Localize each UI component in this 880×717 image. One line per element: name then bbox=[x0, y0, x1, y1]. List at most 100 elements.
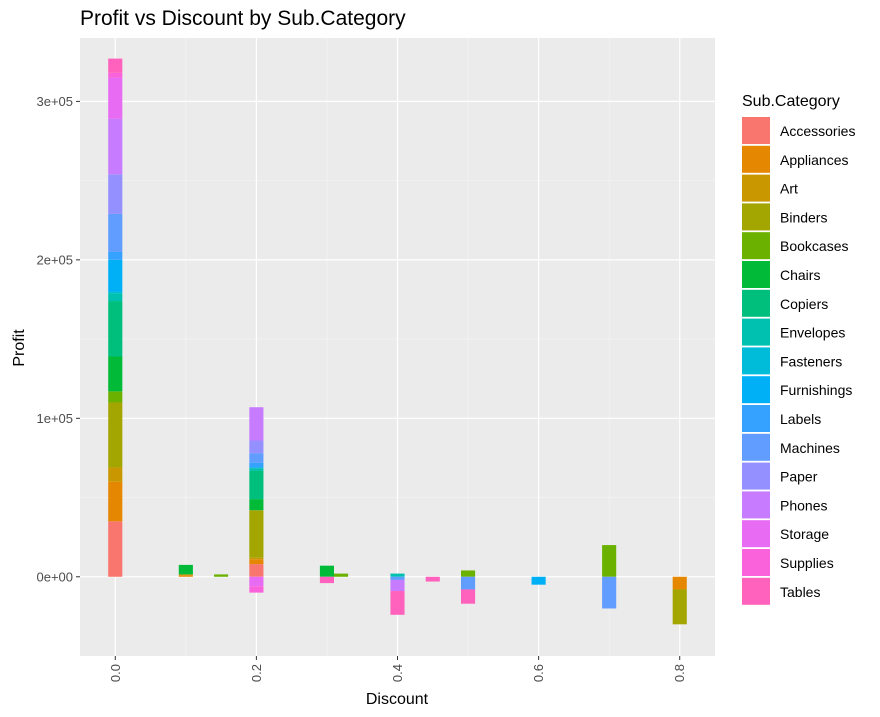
legend-key-envelopes bbox=[742, 318, 770, 346]
legend-label: Binders bbox=[780, 209, 827, 225]
bar-segment-paper bbox=[108, 174, 123, 214]
legend: Sub.Category Accessories Appliances Art Bin… bbox=[742, 93, 855, 605]
legend-key-copiers bbox=[742, 289, 770, 317]
legend-key-machines bbox=[742, 433, 770, 461]
bar-segment-phones bbox=[108, 118, 123, 175]
x-tick-label: 0.0 bbox=[108, 664, 123, 682]
legend-label: Tables bbox=[780, 584, 820, 600]
x-tick-label: 0.2 bbox=[249, 664, 264, 682]
x-tick-label: 0.4 bbox=[390, 664, 405, 682]
y-tick-label: 2e+05 bbox=[36, 252, 73, 267]
y-axis: 0e+00 1e+05 2e+05 3e+05 bbox=[36, 94, 80, 584]
legend-key-supplies bbox=[742, 549, 770, 576]
legend-label: Supplies bbox=[780, 555, 834, 571]
legend-label: Labels bbox=[780, 411, 821, 427]
bar-segment-accessories bbox=[249, 564, 264, 577]
legend-label: Bookcases bbox=[780, 238, 848, 254]
legend-key-labels bbox=[742, 405, 770, 432]
legend-key-fasteners bbox=[742, 347, 770, 375]
x-axis: 0.0 0.2 0.4 0.6 0.8 bbox=[108, 656, 687, 682]
bar-segment-bookcases bbox=[334, 573, 349, 577]
bar-segment-copiers bbox=[249, 470, 264, 500]
bar-segment-binders bbox=[672, 589, 687, 625]
bar-segment-storage bbox=[249, 576, 264, 587]
legend-key-binders bbox=[742, 203, 770, 231]
legend-label: Machines bbox=[780, 440, 840, 456]
bar-segment-bookcases bbox=[214, 574, 229, 577]
legend-key-tables bbox=[742, 577, 770, 605]
legend-label: Furnishings bbox=[780, 382, 852, 398]
bar-segment-phones bbox=[390, 579, 405, 592]
legend-label: Chairs bbox=[780, 267, 820, 283]
legend-label: Fasteners bbox=[780, 353, 842, 369]
bar-segment-art bbox=[178, 574, 193, 576]
bar-segment-machines bbox=[249, 453, 264, 463]
bar-segment-chairs bbox=[319, 565, 334, 577]
legend-label: Appliances bbox=[780, 152, 849, 168]
bar-segment-binders bbox=[108, 402, 123, 468]
legend-label: Envelopes bbox=[780, 325, 845, 341]
bar-segment-appliances bbox=[672, 576, 687, 590]
x-tick-label: 0.6 bbox=[531, 664, 546, 682]
bar-segment-chairs bbox=[249, 499, 264, 511]
y-tick-label: 3e+05 bbox=[36, 94, 73, 109]
bar-segment-machines bbox=[461, 576, 476, 590]
legend-label: Paper bbox=[780, 469, 818, 485]
legend-label: Accessories bbox=[780, 123, 855, 139]
legend-label: Copiers bbox=[780, 296, 828, 312]
bar-segment-tables bbox=[390, 591, 405, 615]
bar-segment-tables bbox=[461, 589, 476, 604]
bar-segment-machines bbox=[602, 576, 617, 609]
x-tick-label: 0.8 bbox=[672, 664, 687, 682]
bar-segment-appliances bbox=[178, 575, 193, 577]
bar-segment-bookcases bbox=[108, 391, 123, 403]
bar-segment-fasteners bbox=[108, 291, 123, 294]
legend-key-chairs bbox=[742, 261, 770, 288]
chart-title: Profit vs Discount by Sub.Category bbox=[80, 7, 406, 30]
bar-segment-paper bbox=[249, 440, 264, 454]
bar-segment-appliances bbox=[108, 481, 123, 522]
legend-key-accessories bbox=[742, 117, 770, 144]
bar-segment-accessories bbox=[108, 521, 123, 577]
legend-key-phones bbox=[742, 491, 770, 519]
legend-key-bookcases bbox=[742, 232, 770, 260]
bar-segment-art bbox=[108, 467, 123, 482]
stacked-bars bbox=[108, 58, 687, 625]
bar-segment-chairs bbox=[108, 356, 123, 392]
legend-label: Phones bbox=[780, 497, 827, 513]
bar-segment-bookcases bbox=[602, 545, 617, 577]
bar-segment-storage bbox=[108, 77, 123, 119]
bar-segment-appliances bbox=[249, 559, 264, 565]
bar-segment-tables bbox=[108, 58, 123, 73]
bar-segment-phones bbox=[249, 407, 264, 441]
bar-segment-furnishings bbox=[531, 576, 546, 585]
bar-segment-binders bbox=[249, 510, 264, 558]
bar-segment-chairs bbox=[178, 564, 193, 575]
bar-segment-bookcases bbox=[461, 570, 476, 577]
bar-segment-tables bbox=[319, 576, 334, 584]
legend-title: Sub.Category bbox=[742, 93, 840, 110]
bar-segment-labels bbox=[249, 462, 264, 468]
legend-key-appliances bbox=[742, 145, 770, 173]
x-axis-title: Discount bbox=[366, 691, 429, 708]
bar-segment-furnishings bbox=[108, 259, 123, 292]
y-tick-label: 1e+05 bbox=[36, 411, 73, 426]
legend-key-paper bbox=[742, 462, 770, 490]
bar-segment-labels bbox=[108, 251, 123, 260]
legend-key-art bbox=[742, 174, 770, 202]
bar-segment-supplies bbox=[249, 586, 264, 593]
bar-segment-envelopes bbox=[108, 293, 123, 302]
legend-key-storage bbox=[742, 520, 770, 548]
bar-segment-machines bbox=[390, 576, 405, 580]
bar-segment-art bbox=[249, 557, 264, 560]
bar-segment-envelopes bbox=[390, 573, 405, 577]
bar-segment-copiers bbox=[108, 301, 123, 357]
bar-segment-supplies bbox=[108, 72, 123, 78]
bar-segment-machines bbox=[108, 213, 123, 252]
legend-key-furnishings bbox=[742, 376, 770, 404]
y-tick-label: 0e+00 bbox=[36, 569, 73, 584]
legend-label: Storage bbox=[780, 526, 829, 542]
bar-segment-tables bbox=[425, 576, 440, 582]
y-axis-title: Profit bbox=[11, 329, 28, 367]
